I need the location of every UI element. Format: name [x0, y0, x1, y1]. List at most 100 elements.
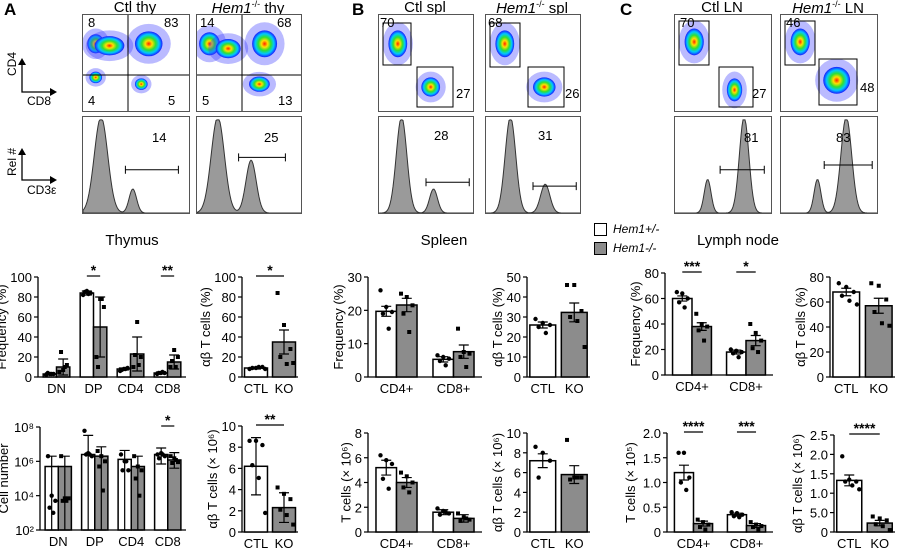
error-bar	[678, 464, 689, 481]
y-tick-label: 2.0	[810, 447, 828, 462]
data-point	[880, 524, 885, 529]
dot-plot-ko-ln	[780, 14, 878, 112]
y-axis-label: T cells (× 10⁶)	[339, 442, 354, 523]
data-point	[86, 291, 91, 297]
section-thymus: Thymus	[105, 232, 159, 249]
histogram-ctl-thy	[82, 116, 190, 214]
x-tick-label: CD4	[118, 534, 144, 548]
data-point	[137, 493, 142, 498]
data-point	[384, 458, 389, 463]
data-point	[729, 510, 734, 515]
data-point	[59, 454, 64, 459]
error-bar	[279, 329, 289, 355]
legend-label: Hem1+/-	[613, 222, 660, 236]
data-point	[399, 291, 404, 296]
gate-percent: 31	[538, 128, 553, 143]
data-point	[694, 311, 699, 316]
quadrant-value: 83	[164, 15, 179, 30]
x-tick-label: DP	[84, 381, 102, 396]
y-tick-label: 0	[355, 525, 362, 540]
data-point	[467, 351, 472, 356]
gate-percent: 48	[860, 80, 875, 95]
bar	[153, 453, 169, 531]
data-point	[156, 370, 161, 376]
data-point	[737, 514, 742, 520]
y-tick-label: 20	[18, 350, 32, 365]
title-ctl-thy: Ctl thy	[113, 0, 157, 16]
data-point	[386, 326, 391, 331]
x-tick-label: CD4+	[380, 381, 414, 396]
significance-label: ****	[683, 418, 705, 434]
data-point	[879, 321, 884, 326]
data-point	[256, 475, 261, 481]
x-tick-label: CD4	[117, 381, 143, 396]
y-axis-label: αβ T cells (× 10⁶)	[490, 433, 505, 532]
y-tick-label: 80	[810, 270, 824, 285]
bar	[725, 351, 747, 376]
data-point	[97, 464, 102, 469]
dot-plot-ko-spl	[485, 14, 581, 112]
error-bar	[750, 334, 761, 347]
data-point	[175, 460, 180, 465]
significance-label: ***	[684, 258, 701, 274]
x-tick-label: CD8+	[730, 536, 764, 548]
quadrant-value: 5	[168, 93, 176, 108]
data-point	[464, 365, 469, 369]
y-tick-label: 6	[355, 451, 362, 466]
panel-letter-b: B	[352, 0, 365, 19]
y-tick-label: 0	[817, 370, 824, 385]
y-tick-label: 0.5	[643, 500, 661, 515]
hist-x-label: CD3ε	[27, 183, 57, 197]
error-bar	[119, 449, 130, 531]
data-point	[284, 362, 289, 366]
data-point	[262, 510, 268, 516]
gate-percent: 81	[744, 130, 759, 145]
data-point	[45, 370, 50, 376]
cell-population	[215, 39, 241, 59]
data-point	[759, 338, 764, 343]
data-point	[123, 366, 128, 372]
data-point	[437, 512, 443, 517]
genotype-sup: -/-	[832, 0, 841, 9]
gate-box	[382, 22, 412, 66]
error-bar	[251, 437, 261, 496]
data-point	[278, 507, 283, 512]
bar	[560, 473, 588, 533]
data-point	[135, 464, 140, 469]
cell-population	[421, 77, 441, 97]
chart-spl-t-num: 0 2 4 6 8T cells (× 10⁶) CD4+ CD8+	[339, 426, 482, 548]
gate-box	[416, 66, 454, 108]
data-point	[156, 456, 162, 461]
data-point	[291, 361, 296, 365]
data-point	[678, 480, 684, 485]
x-tick-label: KO	[565, 381, 584, 396]
data-point	[410, 303, 415, 308]
y-tick-label: 0	[229, 525, 236, 540]
y-tick-label: 2.5	[810, 428, 828, 443]
dot-plot-ctl-thy	[82, 14, 190, 112]
cell-population	[823, 66, 851, 94]
x-tick-label: CD8	[155, 534, 181, 548]
data-point	[847, 477, 852, 482]
bar	[864, 305, 893, 378]
data-point	[887, 323, 892, 328]
data-point	[756, 350, 761, 355]
data-point	[458, 355, 463, 359]
bar	[726, 513, 748, 533]
data-point	[461, 515, 466, 520]
gate-line	[425, 178, 470, 187]
data-point	[399, 470, 404, 475]
gate-percent: 83	[836, 130, 851, 145]
data-point	[401, 311, 406, 316]
data-point	[288, 347, 293, 351]
y-tick-label: 1.0	[810, 486, 828, 501]
data-point	[404, 474, 409, 479]
quadrant-value: 68	[277, 15, 292, 30]
data-point	[739, 349, 744, 355]
histogram-curve	[675, 119, 771, 213]
error-bar	[569, 465, 580, 485]
y-tick-label: 40	[222, 330, 236, 345]
data-point	[736, 354, 741, 360]
y-tick-label: 10	[222, 419, 236, 434]
